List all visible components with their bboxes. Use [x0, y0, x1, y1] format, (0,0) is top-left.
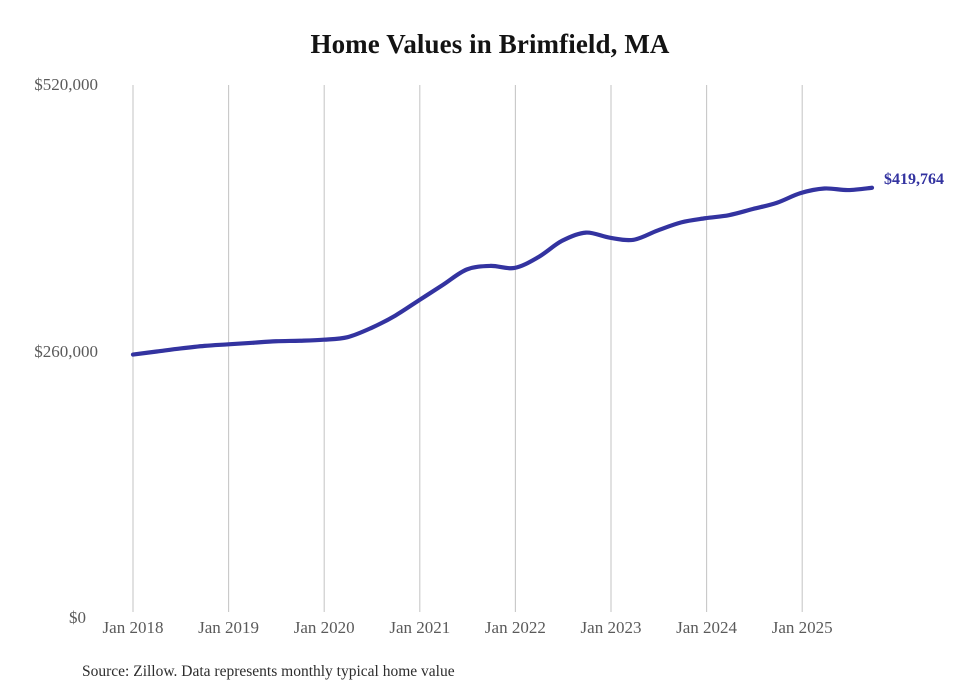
gridlines [132, 85, 803, 612]
x-axis-tick-label-jan-2025: Jan 2025 [771, 618, 833, 637]
end-value-annotation: $419,764 [884, 171, 944, 188]
x-axis-tick-label-jan-2022: Jan 2022 [484, 618, 546, 637]
x-axis-tick-label-jan-2021: Jan 2021 [389, 618, 451, 637]
source-note: Source: Zillow. Data represents monthly … [82, 663, 455, 680]
x-axis-tick-label-jan-2023: Jan 2023 [580, 618, 642, 637]
x-axis-tick-label-jan-2019: Jan 2019 [198, 618, 260, 637]
y-axis-tick-label-top: $520,000 [34, 75, 98, 94]
x-axis-tick-label-jan-2020: Jan 2020 [293, 618, 355, 637]
x-axis-tick-label-jan-2024: Jan 2024 [676, 618, 738, 637]
series-line-typical-home-value [130, 185, 875, 357]
chart-title: Home Values in Brimfield, MA [310, 29, 670, 59]
x-axis-tick-label-jan-2018: Jan 2018 [102, 618, 164, 637]
y-axis-tick-label-mid: $260,000 [34, 342, 98, 361]
y-axis-tick-label-zero: $0 [69, 608, 86, 627]
